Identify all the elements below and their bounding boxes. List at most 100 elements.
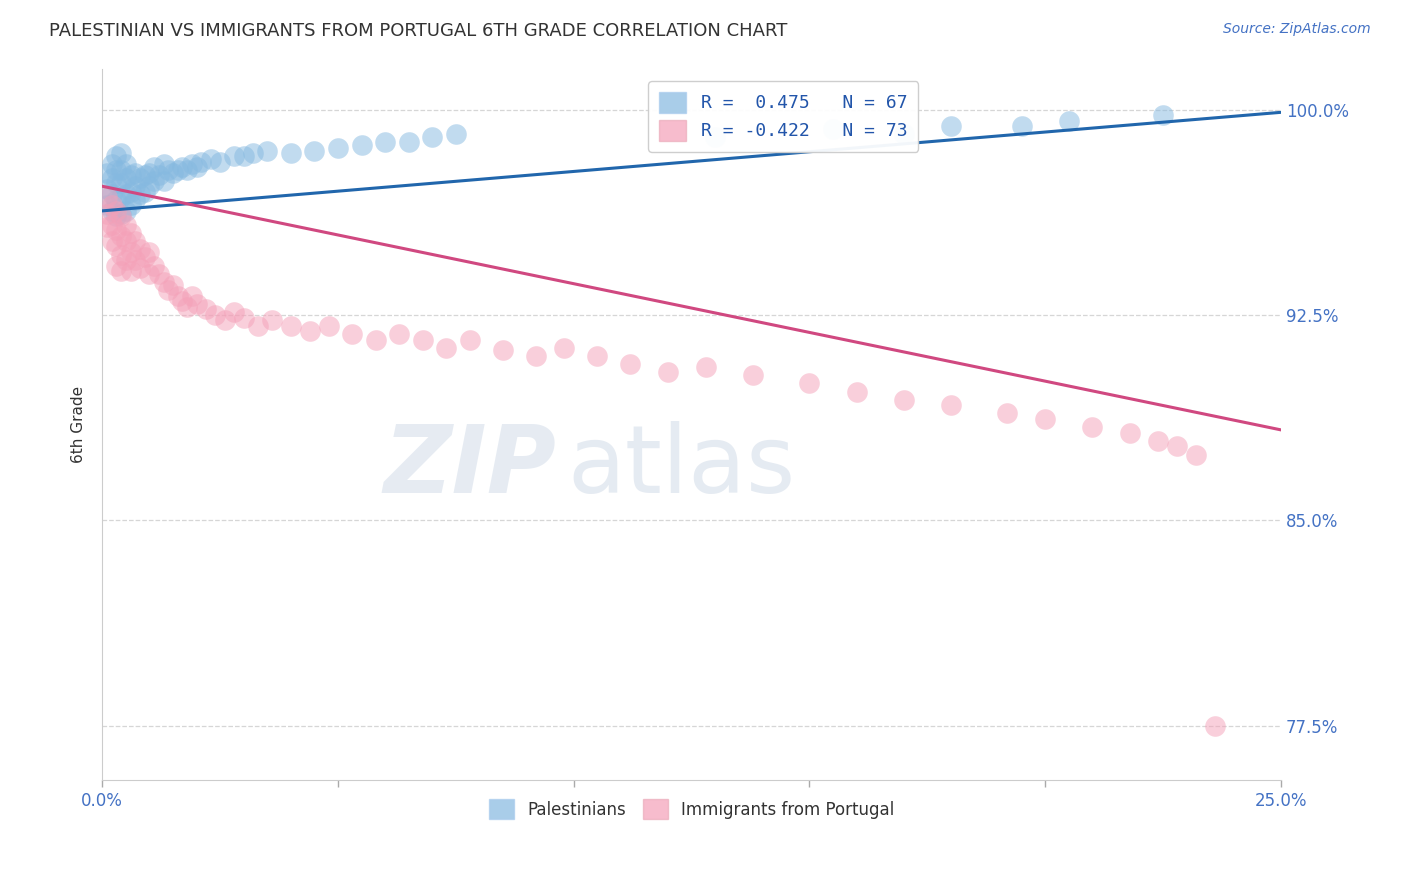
Point [120,226,142,240]
Point [105,193,128,207]
Point [176,300,198,314]
Point [162,277,184,292]
Point [152,157,174,171]
Y-axis label: 6th Grade: 6th Grade [72,386,86,463]
Point [105,210,128,224]
Point [114,218,136,232]
Point [105,223,128,237]
Point [246,318,269,333]
Point [186,297,208,311]
Point [110,264,132,278]
Point [114,187,136,202]
Point [298,324,321,338]
Point [100,157,122,171]
Point [190,154,212,169]
Point [96,198,118,212]
Point [148,169,170,183]
Point [143,174,166,188]
Point [114,203,136,218]
Point [256,144,278,158]
Point [120,185,142,199]
Point [105,203,128,218]
Point [180,157,202,171]
Point [100,171,122,186]
Point [120,198,142,212]
Point [120,264,142,278]
Point [224,149,246,163]
Point [100,187,122,202]
Point [114,157,136,171]
Point [110,206,132,220]
Point [304,144,326,158]
Point [209,154,232,169]
Point [148,267,170,281]
Point [997,407,1019,421]
Point [176,162,198,177]
Text: PALESTINIAN VS IMMIGRANTS FROM PORTUGAL 6TH GRADE CORRELATION CHART: PALESTINIAN VS IMMIGRANTS FROM PORTUGAL … [49,22,787,40]
Point [100,234,122,248]
Point [138,244,160,259]
Text: Source: ZipAtlas.com: Source: ZipAtlas.com [1223,22,1371,37]
Point [143,259,166,273]
Point [134,169,156,183]
Point [100,218,122,232]
Point [166,289,188,303]
Point [657,365,679,379]
Point [364,333,387,347]
Point [152,275,174,289]
Point [280,318,302,333]
Point [1185,448,1208,462]
Point [110,162,132,177]
Point [1204,718,1226,732]
Point [110,228,132,243]
Point [1166,439,1188,453]
Point [100,198,122,212]
Point [412,333,434,347]
Point [105,259,128,273]
Point [105,149,128,163]
Point [340,327,363,342]
Point [129,171,152,186]
Legend: Palestinians, Immigrants from Portugal: Palestinians, Immigrants from Portugal [482,793,901,825]
Point [124,165,146,179]
Point [242,146,264,161]
Point [821,121,844,136]
Point [129,242,152,256]
Point [280,146,302,161]
Point [96,206,118,220]
Point [96,182,118,196]
Point [134,251,156,265]
Point [741,368,763,383]
Point [893,392,915,407]
Point [120,244,142,259]
Point [420,130,443,145]
Point [143,160,166,174]
Point [939,119,962,133]
Point [96,190,118,204]
Point [1152,108,1174,122]
Point [224,305,246,319]
Point [704,130,727,145]
Point [939,398,962,412]
Point [1033,412,1056,426]
Point [110,190,132,204]
Point [172,160,194,174]
Point [157,283,180,297]
Point [134,185,156,199]
Point [138,179,160,194]
Point [799,376,821,391]
Point [172,294,194,309]
Point [458,333,481,347]
Point [124,179,146,194]
Point [1057,113,1080,128]
Point [166,162,188,177]
Point [326,141,349,155]
Point [105,239,128,253]
Point [893,127,915,141]
Point [120,169,142,183]
Point [114,171,136,186]
Point [124,193,146,207]
Text: atlas: atlas [568,421,796,513]
Point [129,187,152,202]
Point [1081,420,1104,434]
